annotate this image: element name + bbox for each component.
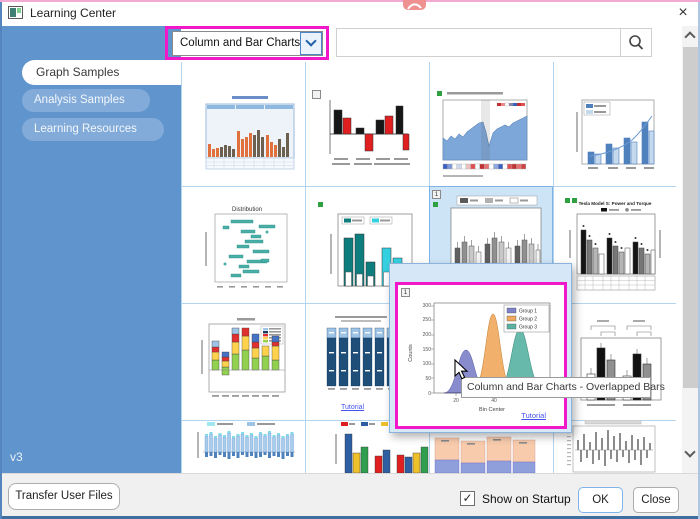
mouse-cursor-icon (454, 359, 469, 380)
preview-y-axis-label: Counts (408, 344, 414, 362)
sidebar-tab-learning-resources[interactable]: Learning Resources (22, 118, 164, 141)
close-button[interactable]: Close (633, 487, 679, 513)
chevron-down-icon (684, 446, 696, 458)
thumbnail-grouped-column-chart[interactable] (202, 94, 298, 172)
thumbnail-sector-output-chart[interactable] (433, 88, 533, 180)
window-close-icon[interactable]: × (678, 4, 688, 21)
chevron-up-icon (684, 31, 696, 43)
svg-text:100: 100 (423, 361, 432, 367)
dropdown-arrow-button[interactable] (300, 32, 322, 55)
thumbnail-grouped-color-bars[interactable] (333, 420, 433, 473)
thumbnail-stacked-column-chart[interactable] (197, 316, 297, 406)
category-highlight-box (165, 26, 329, 60)
sidebar: Graph Samples Analysis Samples Learning … (0, 26, 181, 473)
window-title: Learning Center (30, 6, 117, 20)
red-annotation-badge (403, 0, 426, 10)
chevron-down-icon (305, 35, 317, 47)
search-icon (629, 35, 644, 50)
svg-text:Group 3: Group 3 (519, 325, 537, 331)
version-label: v3 (10, 450, 23, 464)
thumbnail-significance-bars[interactable] (571, 316, 667, 416)
svg-text:Group 1: Group 1 (519, 309, 537, 315)
svg-text:50: 50 (425, 376, 431, 382)
svg-text:200: 200 (423, 332, 432, 338)
show-on-startup-label[interactable]: Show on Startup (482, 492, 571, 506)
scroll-up-button[interactable] (682, 28, 699, 43)
title-bar: Learning Center × (0, 0, 700, 26)
thumbnail-positive-negative-bars[interactable] (318, 92, 410, 176)
svg-text:Distribution: Distribution (232, 207, 262, 213)
preview-x-axis-label: Bin Center (479, 407, 505, 413)
search-field[interactable] (336, 28, 621, 57)
sample-tooltip: Column and Bar Charts - Overlapped Bars (461, 377, 665, 398)
category-dropdown-value: Column and Bar Charts (180, 37, 301, 49)
svg-text:300: 300 (423, 303, 432, 309)
thumbnail-tesla-power-torque[interactable]: Tesla Model S: Power and Torque (563, 196, 667, 298)
transfer-user-files-button[interactable]: Transfer User Files (8, 483, 120, 510)
svg-text:150: 150 (423, 347, 432, 353)
scroll-down-button[interactable] (682, 446, 699, 460)
scrollbar-thumb[interactable] (683, 47, 698, 388)
app-icon (8, 6, 23, 19)
search-button[interactable] (620, 28, 652, 57)
svg-text:Tesla Model S: Power and Torqu: Tesla Model S: Power and Torque (579, 201, 652, 206)
svg-text:0: 0 (428, 391, 431, 397)
preview-layer-badge: 1 (401, 288, 410, 297)
search-input[interactable] (337, 29, 620, 56)
project-dot-icon (318, 202, 323, 207)
selected-layer-badge: 1 (432, 190, 441, 199)
project-dot-icon (437, 91, 442, 96)
category-dropdown[interactable]: Column and Bar Charts (172, 31, 323, 56)
thumbnail-deviation-bars[interactable] (561, 420, 665, 473)
tutorial-link[interactable]: Tutorial (341, 404, 365, 411)
project-dot-icon (572, 198, 577, 203)
show-on-startup-checkbox[interactable]: ✓ (460, 491, 475, 506)
sidebar-tab-graph-samples[interactable]: Graph Samples (22, 60, 181, 85)
preview-tutorial-link[interactable]: Tutorial (521, 411, 546, 420)
thumb-corner-badge (312, 90, 321, 99)
thumbnail-evaporation-bars[interactable] (193, 420, 299, 473)
preview-highlight-box: 1 0 50 100 150 200 250 300 20 (395, 282, 567, 429)
sidebar-tab-analysis-samples[interactable]: Analysis Samples (22, 89, 150, 112)
project-dot-icon (565, 198, 570, 203)
project-dot-icon (433, 202, 438, 207)
svg-text:20: 20 (453, 398, 459, 404)
sample-preview-popup[interactable]: 1 0 50 100 150 200 250 300 20 (389, 263, 572, 433)
dialog-footer: Transfer User Files ✓ Show on Startup OK… (0, 473, 700, 519)
svg-text:40: 40 (491, 398, 497, 404)
ok-button[interactable]: OK (578, 487, 623, 513)
thumbnail-gdp-bars-line[interactable] (566, 92, 660, 176)
thumbnail-peach-purple-bars[interactable] (431, 434, 539, 473)
vertical-scrollbar[interactable] (682, 26, 699, 473)
thumbnail-distribution-chart[interactable]: Distribution (201, 202, 293, 294)
svg-text:250: 250 (423, 317, 432, 323)
svg-text:Group 2: Group 2 (519, 317, 537, 323)
